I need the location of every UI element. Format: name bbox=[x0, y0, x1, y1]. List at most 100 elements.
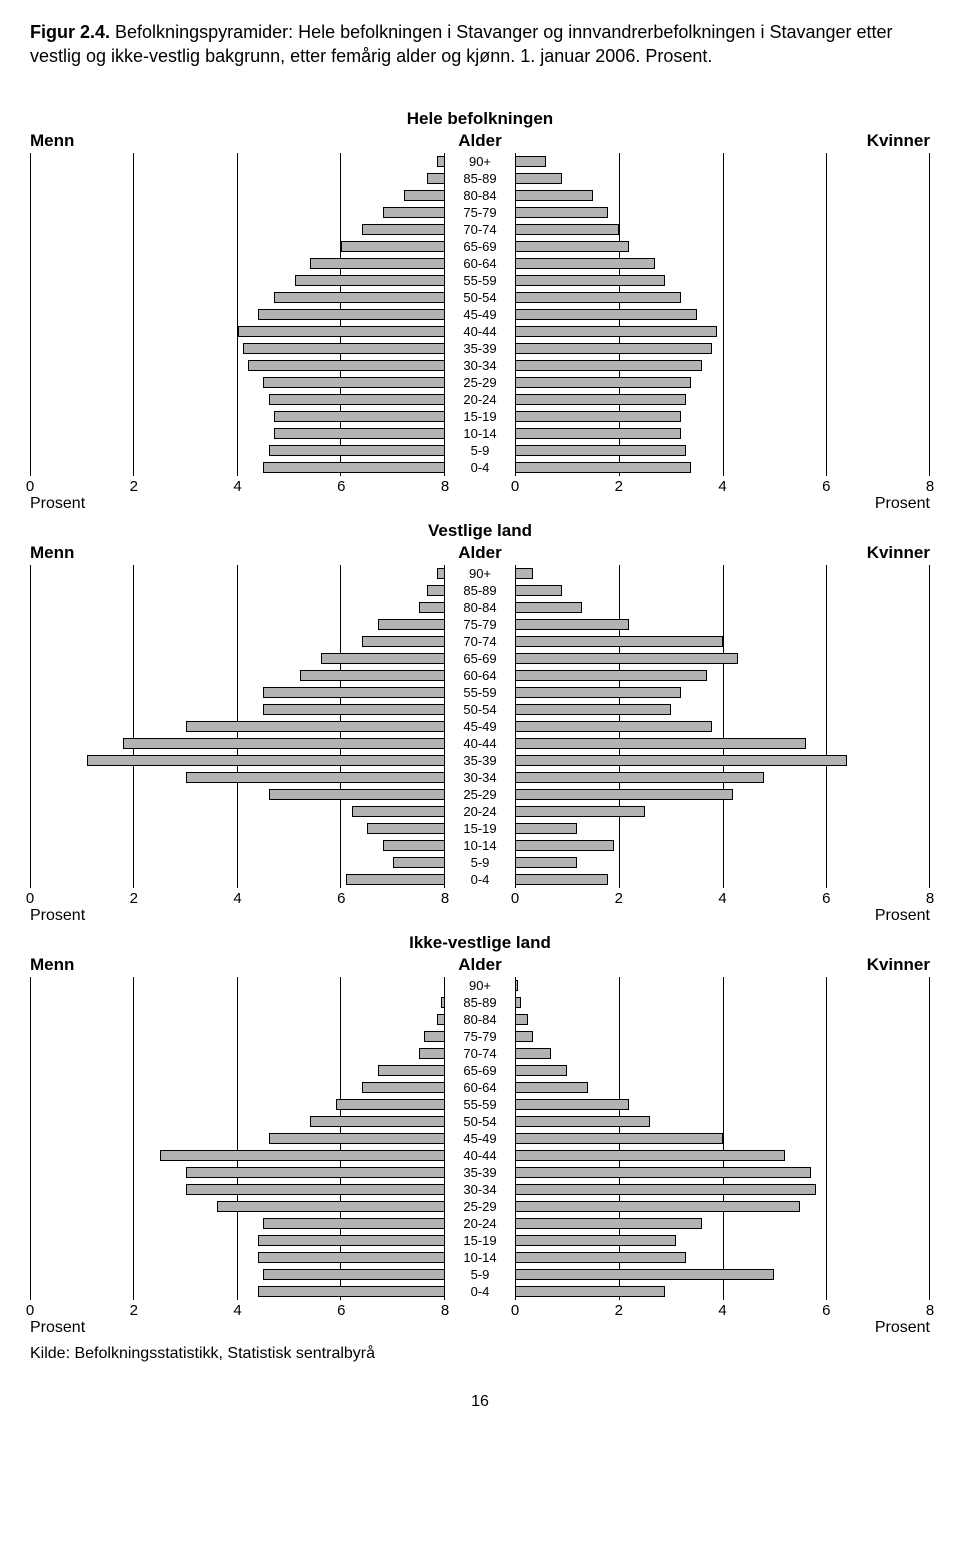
bar-row bbox=[30, 752, 445, 769]
menn-bar bbox=[427, 173, 445, 184]
bar-row bbox=[30, 1130, 445, 1147]
age-label: 85-89 bbox=[463, 170, 496, 187]
pyramid-block: Ikke-vestlige land Menn Alder Kvinner90+… bbox=[30, 933, 930, 1337]
prosent-label-right: Prosent bbox=[515, 1319, 930, 1337]
menn-bar bbox=[269, 394, 445, 405]
kvinner-bar bbox=[515, 462, 691, 473]
kvinner-bar bbox=[515, 755, 847, 766]
bar-row bbox=[30, 1079, 445, 1096]
age-label: 90+ bbox=[469, 153, 491, 170]
bar-row bbox=[515, 170, 930, 187]
prosent-label-left: Prosent bbox=[30, 495, 445, 513]
menn-bar bbox=[378, 1065, 445, 1076]
bar-row bbox=[515, 1232, 930, 1249]
bar-row bbox=[30, 306, 445, 323]
kvinner-bar bbox=[515, 619, 629, 630]
menn-bar bbox=[367, 823, 445, 834]
kvinner-bar bbox=[515, 980, 518, 991]
menn-bar bbox=[160, 1150, 445, 1161]
bar-row bbox=[515, 616, 930, 633]
pyramid-title: Ikke-vestlige land bbox=[30, 933, 930, 953]
kvinner-bar bbox=[515, 309, 697, 320]
bar-row bbox=[515, 340, 930, 357]
bar-row bbox=[515, 820, 930, 837]
age-label: 70-74 bbox=[463, 633, 496, 650]
menn-bar bbox=[404, 190, 446, 201]
age-label: 35-39 bbox=[463, 340, 496, 357]
menn-bar bbox=[437, 156, 445, 167]
menn-bar bbox=[341, 241, 445, 252]
bar-row bbox=[515, 1198, 930, 1215]
menn-bar bbox=[295, 275, 445, 286]
bar-row bbox=[30, 187, 445, 204]
bar-row bbox=[30, 255, 445, 272]
bar-row bbox=[515, 442, 930, 459]
prosent-label-right: Prosent bbox=[515, 495, 930, 513]
menn-bar bbox=[437, 568, 445, 579]
kvinner-bar bbox=[515, 445, 686, 456]
bar-row bbox=[515, 306, 930, 323]
pyramid-chart: 90+85-8980-8475-7970-7465-6960-6455-5950… bbox=[30, 977, 930, 1300]
age-label: 15-19 bbox=[463, 408, 496, 425]
menn-bar bbox=[263, 462, 445, 473]
bar-row bbox=[515, 752, 930, 769]
age-label: 75-79 bbox=[463, 1028, 496, 1045]
age-label: 45-49 bbox=[463, 306, 496, 323]
kvinner-label: Kvinner bbox=[515, 131, 930, 151]
bar-row bbox=[30, 803, 445, 820]
bar-row bbox=[515, 255, 930, 272]
bar-row bbox=[30, 667, 445, 684]
age-label: 65-69 bbox=[463, 650, 496, 667]
kvinner-bar bbox=[515, 704, 671, 715]
menn-label: Menn bbox=[30, 131, 445, 151]
age-label: 85-89 bbox=[463, 582, 496, 599]
pyramid-chart: 90+85-8980-8475-7970-7465-6960-6455-5950… bbox=[30, 153, 930, 476]
bar-row bbox=[30, 1283, 445, 1300]
bar-row bbox=[30, 1062, 445, 1079]
age-label: 50-54 bbox=[463, 289, 496, 306]
kvinner-bar bbox=[515, 428, 681, 439]
age-label: 10-14 bbox=[463, 1249, 496, 1266]
age-label: 75-79 bbox=[463, 616, 496, 633]
kvinner-bar bbox=[515, 670, 707, 681]
bar-row bbox=[515, 599, 930, 616]
bar-row bbox=[30, 289, 445, 306]
bar-row bbox=[30, 459, 445, 476]
menn-bar bbox=[263, 704, 445, 715]
prosent-label-left: Prosent bbox=[30, 1319, 445, 1337]
bar-row bbox=[515, 565, 930, 582]
bar-row bbox=[515, 667, 930, 684]
menn-bar bbox=[186, 772, 445, 783]
bar-row bbox=[515, 187, 930, 204]
menn-label: Menn bbox=[30, 543, 445, 563]
bar-row bbox=[30, 1113, 445, 1130]
bar-row bbox=[30, 374, 445, 391]
bar-row bbox=[515, 1249, 930, 1266]
alder-label: Alder bbox=[445, 955, 515, 975]
menn-bar bbox=[269, 1133, 445, 1144]
menn-bar bbox=[248, 360, 445, 371]
bar-row bbox=[30, 1266, 445, 1283]
age-label: 30-34 bbox=[463, 1181, 496, 1198]
menn-bar bbox=[258, 1235, 445, 1246]
bar-row bbox=[30, 238, 445, 255]
menn-bar bbox=[274, 411, 445, 422]
age-label: 55-59 bbox=[463, 272, 496, 289]
kvinner-bar bbox=[515, 156, 546, 167]
kvinner-bar bbox=[515, 738, 806, 749]
kvinner-bar bbox=[515, 275, 665, 286]
bar-row bbox=[30, 170, 445, 187]
kvinner-bar bbox=[515, 1082, 588, 1093]
kvinner-bar bbox=[515, 1150, 785, 1161]
bar-row bbox=[515, 1028, 930, 1045]
age-label: 30-34 bbox=[463, 357, 496, 374]
pyramid-block: Vestlige land Menn Alder Kvinner90+85-89… bbox=[30, 521, 930, 925]
menn-bar bbox=[321, 653, 446, 664]
bar-row bbox=[515, 1164, 930, 1181]
kvinner-bar bbox=[515, 1235, 676, 1246]
age-label: 40-44 bbox=[463, 735, 496, 752]
menn-bar bbox=[383, 840, 445, 851]
kvinner-bar bbox=[515, 721, 712, 732]
bar-row bbox=[515, 803, 930, 820]
kvinner-bar bbox=[515, 1048, 551, 1059]
